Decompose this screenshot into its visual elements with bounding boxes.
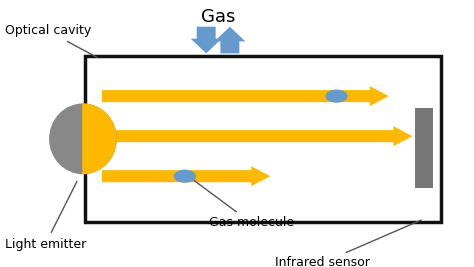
Polygon shape: [83, 104, 116, 174]
Text: Gas: Gas: [201, 8, 235, 26]
Text: Light emitter: Light emitter: [5, 181, 86, 251]
Circle shape: [326, 90, 347, 102]
FancyArrow shape: [102, 126, 412, 146]
Bar: [85, 56, 441, 222]
Text: Gas molecule: Gas molecule: [194, 180, 294, 229]
Text: Optical cavity: Optical cavity: [5, 24, 97, 57]
Text: Infrared sensor: Infrared sensor: [275, 220, 421, 267]
FancyArrow shape: [191, 27, 221, 53]
Circle shape: [174, 170, 195, 182]
Ellipse shape: [50, 104, 116, 174]
FancyArrow shape: [102, 86, 389, 106]
Bar: [415, 108, 433, 188]
FancyArrow shape: [214, 27, 246, 53]
FancyArrow shape: [102, 166, 270, 186]
